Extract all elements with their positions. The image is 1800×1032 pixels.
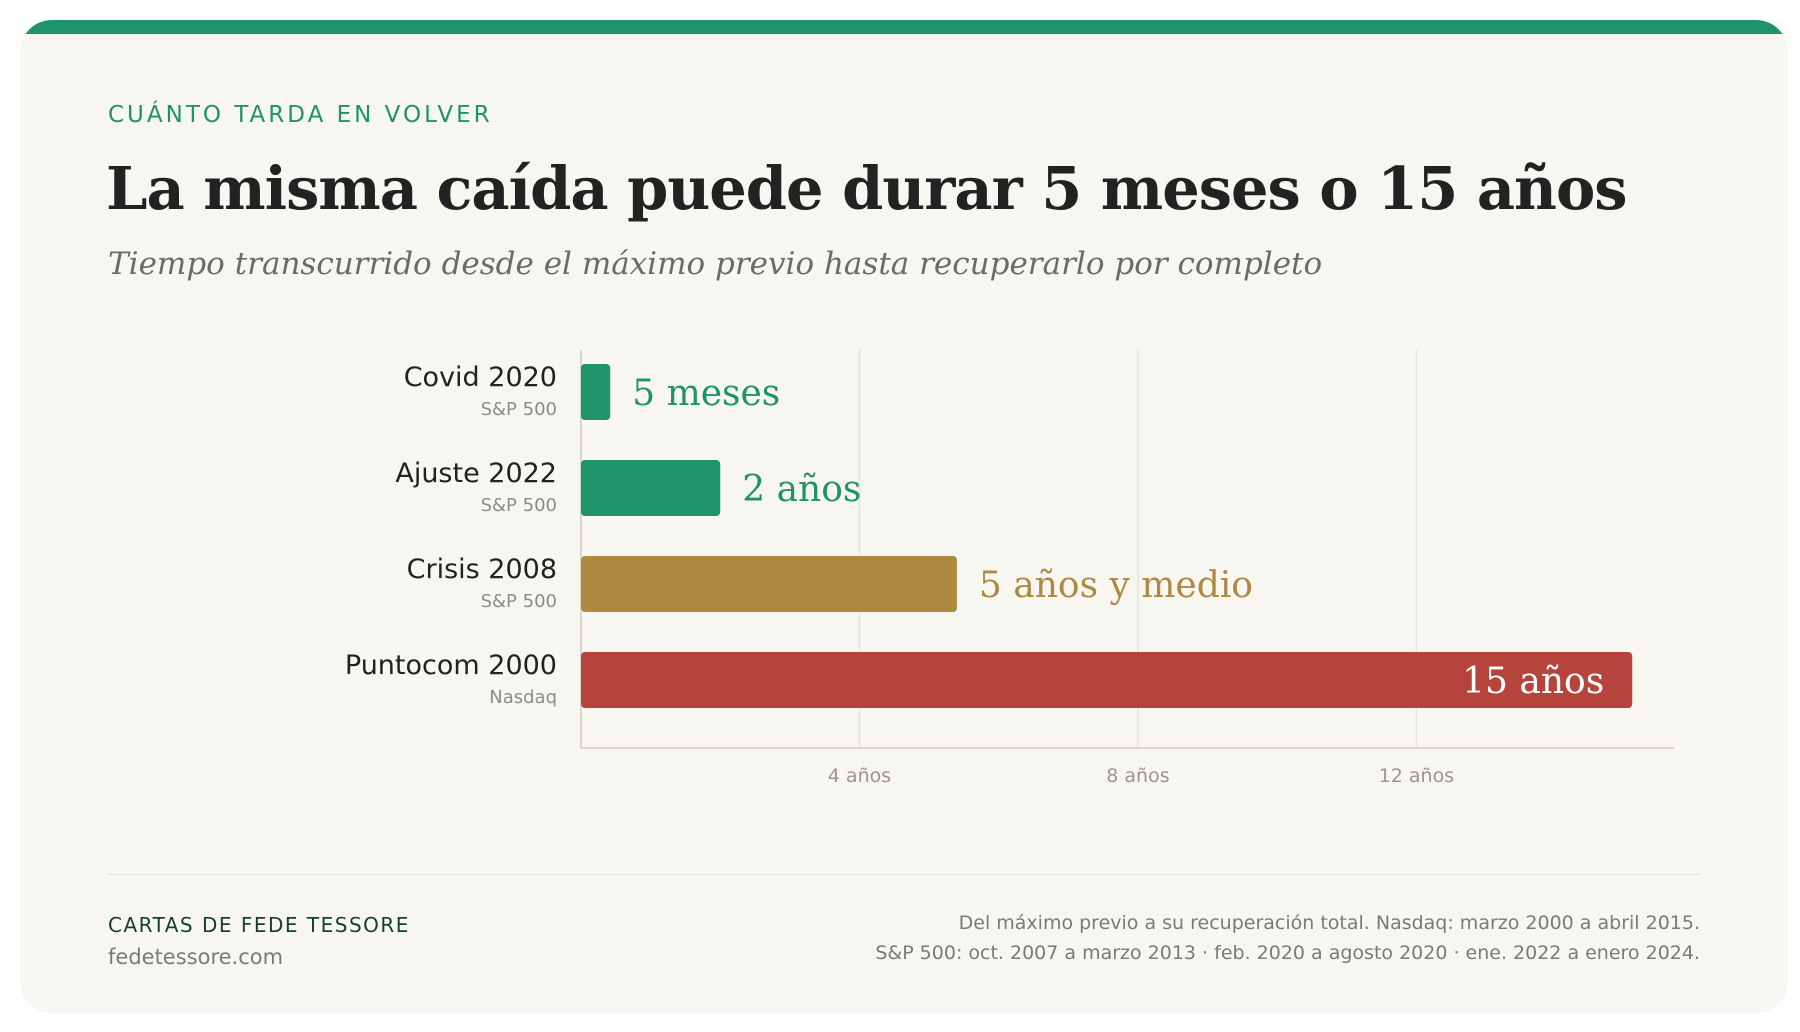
- data-label: 5 años y medio: [979, 565, 1253, 606]
- footer-note-line-1: Del máximo previo a su recuperación tota…: [958, 912, 1700, 934]
- data-label: 2 años: [742, 469, 861, 510]
- footer-note-line-2: S&P 500: oct. 2007 a marzo 2013 · feb. 2…: [875, 942, 1700, 964]
- bar: [581, 460, 721, 516]
- data-label: 15 años: [1462, 661, 1604, 702]
- bar-chart: 4 años 8 años 12 años Covid 2020 S&P 500 5 me…: [345, 350, 1674, 787]
- accent-bar: [20, 20, 1788, 34]
- category-label: Ajuste 2022: [395, 458, 557, 489]
- category-index-label: Nasdaq: [489, 687, 557, 708]
- category-label: Crisis 2008: [407, 554, 557, 585]
- chart-title: La misma caída puede durar 5 meses o 15 …: [106, 154, 1628, 223]
- bar: [581, 364, 611, 420]
- eyebrow-label: CUÁNTO TARDA EN VOLVER: [108, 102, 493, 128]
- bar: [581, 556, 957, 612]
- chart-subtitle: Tiempo transcurrido desde el máximo prev…: [108, 246, 1323, 282]
- x-tick-label: 12 años: [1379, 765, 1454, 787]
- category-index-label: S&P 500: [481, 495, 557, 516]
- x-tick-label: 4 años: [828, 765, 891, 787]
- footer-site: fedetessore.com: [108, 945, 284, 969]
- data-label: 5 meses: [632, 373, 780, 414]
- x-tick-label: 8 años: [1106, 765, 1169, 787]
- category-label: Covid 2020: [404, 362, 557, 393]
- category-index-label: S&P 500: [481, 591, 557, 612]
- category-index-label: S&P 500: [481, 399, 557, 420]
- category-label: Puntocom 2000: [345, 650, 557, 681]
- footer-brand: CARTAS DE FEDE TESSORE: [108, 913, 410, 937]
- footer-divider: [108, 874, 1700, 875]
- chart-card: CUÁNTO TARDA EN VOLVER La misma caída pu…: [20, 20, 1788, 1013]
- bar: [581, 652, 1633, 708]
